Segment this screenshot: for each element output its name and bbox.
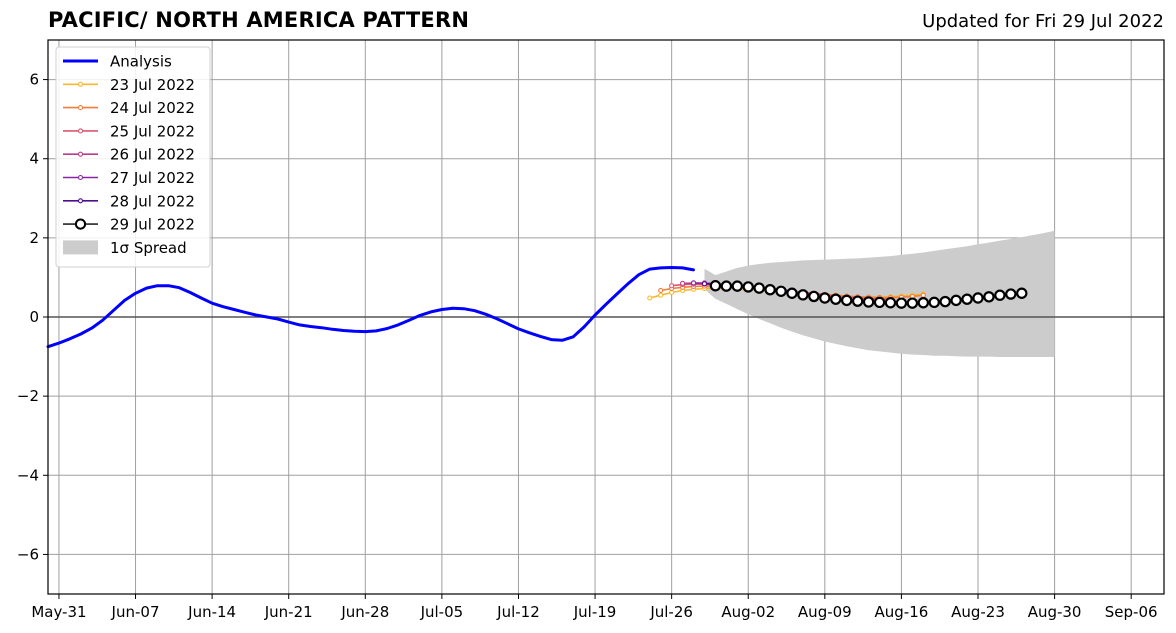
x-tick-label: Sep-06 [1105, 603, 1158, 621]
legend-swatch-marker [77, 151, 84, 157]
y-tick-label: 2 [29, 229, 39, 247]
latest-forecast-point [819, 292, 831, 304]
latest-forecast-point [764, 283, 776, 296]
forecast-point [658, 292, 664, 298]
x-tick-label: Aug-23 [951, 603, 1005, 621]
legend-label: 27 Jul 2022 [110, 169, 195, 187]
latest-forecast-point [994, 289, 1006, 301]
latest-forecast-point [797, 289, 809, 301]
y-tick-label: 6 [29, 71, 39, 89]
legend-label: 28 Jul 2022 [110, 192, 195, 210]
latest-forecast-point [961, 293, 973, 305]
legend: Analysis 23 Jul 2022 24 Jul 2022 25 Jul 202… [55, 46, 211, 268]
y-tick-label: −2 [17, 387, 39, 405]
legend-entry: 25 Jul 2022 [63, 122, 195, 140]
latest-forecast-point [830, 293, 842, 305]
x-tick-label: Aug-16 [875, 603, 929, 621]
legend-entry: 23 Jul 2022 [63, 76, 195, 94]
legend-label: 29 Jul 2022 [110, 216, 195, 234]
legend-label: 25 Jul 2022 [110, 122, 195, 140]
latest-forecast-point [1005, 288, 1017, 300]
legend-entry: Analysis [63, 53, 172, 71]
latest-forecast-point [895, 297, 908, 309]
analysis-layer [46, 266, 695, 349]
legend-label: 24 Jul 2022 [110, 99, 195, 117]
latest-forecast-point [786, 287, 798, 299]
latest-forecast-point [884, 297, 897, 309]
latest-forecast-point [906, 297, 919, 309]
forecast-point [669, 283, 675, 289]
axis-layer: May-31 Jun-07 Jun-14 Jun-21 Jun-28 Jul-05 Jul-… [17, 71, 1158, 621]
legend-swatch-marker [77, 105, 84, 111]
legend-swatch-marker [77, 81, 84, 87]
legend-entry: 1σ Spread [63, 239, 187, 257]
x-tick-label: Jul-05 [420, 603, 464, 621]
x-tick-label: Jun-28 [340, 603, 389, 621]
latest-forecast-point [841, 294, 853, 307]
x-tick-label: Jun-14 [187, 603, 236, 621]
x-tick-label: Aug-30 [1028, 603, 1082, 621]
latest-forecast-point [873, 296, 886, 309]
latest-forecast-point [939, 295, 951, 308]
x-tick-label: Jul-19 [573, 603, 617, 621]
y-tick-label: 4 [29, 150, 39, 168]
legend-swatch-band [63, 240, 98, 255]
latest-forecast-point [775, 285, 787, 297]
latest-forecast-point [950, 294, 962, 307]
legend-label: Analysis [110, 53, 172, 71]
latest-forecast-point [742, 281, 754, 293]
chart-subtitle: Updated for Fri 29 Jul 2022 [922, 11, 1164, 32]
latest-forecast-point [709, 280, 722, 292]
legend-label: 26 Jul 2022 [110, 146, 195, 164]
analysis-line [46, 266, 695, 349]
forecast-point [701, 281, 708, 287]
latest-forecast-point [917, 297, 929, 309]
legend-entry: 26 Jul 2022 [63, 146, 195, 164]
x-tick-label: May-31 [31, 603, 86, 621]
legend-entry: 24 Jul 2022 [63, 99, 195, 117]
latest-forecast-point [862, 296, 875, 308]
x-tick-label: Jul-12 [496, 603, 540, 621]
latest-forecast-point [851, 295, 864, 307]
x-tick-label: Jun-07 [111, 603, 160, 621]
x-tick-label: Jun-21 [264, 603, 313, 621]
latest-forecast-point [731, 280, 743, 292]
legend-swatch-marker [74, 218, 87, 230]
y-tick-label: −4 [17, 466, 39, 484]
latest-forecast-point [1016, 287, 1028, 299]
latest-forecast-point [928, 296, 940, 309]
y-tick-label: −6 [17, 545, 39, 563]
spread-band-layer [704, 230, 1055, 357]
latest-forecast-layer [709, 280, 1028, 309]
forecast-point [680, 280, 686, 286]
legend-label: 23 Jul 2022 [110, 76, 195, 94]
legend-box [55, 46, 211, 268]
latest-forecast-point [983, 291, 995, 303]
x-tick-label: Aug-09 [798, 603, 852, 621]
x-tick-label: Jul-26 [649, 603, 693, 621]
latest-forecast-point [720, 280, 733, 292]
forecast-point [647, 295, 653, 301]
legend-swatch-marker [77, 198, 84, 204]
spread-band [704, 230, 1055, 357]
legend-swatch-marker [77, 174, 84, 181]
legend-label: 1σ Spread [110, 239, 187, 257]
latest-forecast-point [808, 290, 820, 303]
legend-entry: 27 Jul 2022 [63, 169, 195, 187]
forecast-point [658, 287, 664, 294]
x-tick-label: Aug-02 [721, 603, 775, 621]
forecast-point [690, 280, 697, 286]
forecast-point [920, 292, 926, 298]
chart-title: PACIFIC/ NORTH AMERICA PATTERN [48, 8, 470, 32]
latest-forecast-point [753, 282, 765, 294]
legend-swatch-marker [77, 128, 84, 134]
forecast-point [669, 289, 675, 296]
legend-entry: 28 Jul 2022 [63, 192, 195, 210]
y-tick-label: 0 [29, 308, 39, 326]
legend-entry: 29 Jul 2022 [63, 216, 195, 234]
latest-forecast-point [972, 292, 984, 304]
